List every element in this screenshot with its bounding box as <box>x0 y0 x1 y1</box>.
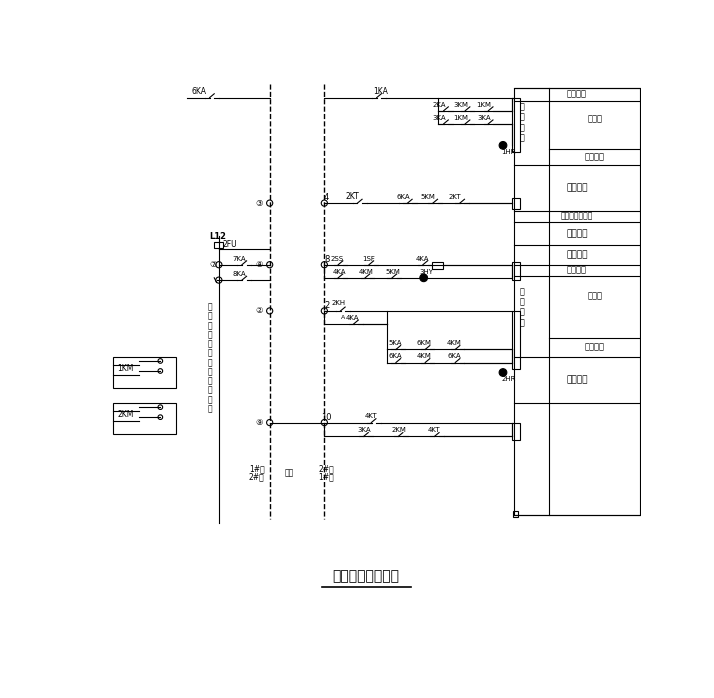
Bar <box>432 262 443 269</box>
Bar <box>512 422 520 440</box>
Text: ②: ② <box>255 306 263 315</box>
Text: 3KM: 3KM <box>453 101 468 107</box>
Text: 2SS: 2SS <box>331 255 344 262</box>
Text: 运行指示: 运行指示 <box>585 343 605 352</box>
Text: ⑧: ⑧ <box>255 260 263 269</box>
Text: 手动控制: 手动控制 <box>566 230 588 239</box>
Text: 4KA: 4KA <box>346 315 360 321</box>
Text: 3HY: 3HY <box>419 269 433 274</box>
Circle shape <box>499 369 507 376</box>
Circle shape <box>420 274 428 282</box>
Text: 2KA: 2KA <box>432 101 446 107</box>
Text: 4KM: 4KM <box>358 269 373 274</box>
Text: 令: 令 <box>208 367 213 376</box>
Text: 关: 关 <box>208 386 213 395</box>
Text: 1KM: 1KM <box>476 101 491 107</box>
Text: 5KM: 5KM <box>421 194 436 200</box>
Text: 3KA: 3KA <box>432 114 446 121</box>
Text: 2#用: 2#用 <box>318 464 333 473</box>
Text: 全
压
运
行: 全 压 运 行 <box>520 102 525 142</box>
Text: 10: 10 <box>321 413 332 422</box>
Text: 3KA: 3KA <box>358 427 371 433</box>
Bar <box>214 242 223 248</box>
Text: L12: L12 <box>210 232 226 241</box>
Text: A: A <box>341 315 345 320</box>
Text: 自动控制: 自动控制 <box>567 89 587 98</box>
Text: 面: 面 <box>208 321 213 330</box>
Text: 线: 线 <box>208 349 213 358</box>
Text: 2KT: 2KT <box>346 193 360 202</box>
Text: 稳压泵二次原理图: 稳压泵二次原理图 <box>333 570 399 584</box>
Bar <box>513 511 518 517</box>
Text: 接触器: 接触器 <box>587 114 602 123</box>
Text: 4KT: 4KT <box>428 427 440 433</box>
Text: 4: 4 <box>324 193 329 202</box>
Text: 4KA: 4KA <box>332 269 346 274</box>
Text: 板: 板 <box>208 330 213 339</box>
Text: 6KM: 6KM <box>417 340 432 346</box>
Bar <box>113 403 176 434</box>
Bar <box>514 88 640 515</box>
Text: 接触器: 接触器 <box>587 291 602 300</box>
Text: 4KM: 4KM <box>447 340 462 346</box>
Text: 故障指示: 故障指示 <box>566 250 588 259</box>
Text: 4KT: 4KT <box>364 413 377 419</box>
Bar <box>512 98 520 151</box>
Bar <box>113 357 176 388</box>
Text: 8: 8 <box>324 255 329 264</box>
Text: 备用自投: 备用自投 <box>566 183 588 192</box>
Text: 1KM: 1KM <box>453 114 468 121</box>
Bar <box>512 262 520 280</box>
Text: 制: 制 <box>208 312 213 321</box>
Text: 控: 控 <box>208 302 213 311</box>
Text: 别: 别 <box>208 404 213 413</box>
Text: 7KA: 7KA <box>233 255 246 262</box>
Text: 1HR: 1HR <box>501 149 516 154</box>
Text: 手动: 手动 <box>285 468 294 477</box>
Text: 自动控制: 自动控制 <box>567 266 587 274</box>
Text: 2#备: 2#备 <box>248 472 264 481</box>
Text: 6KA: 6KA <box>191 87 206 96</box>
Text: 2FU: 2FU <box>222 240 237 249</box>
Text: 运行指示: 运行指示 <box>585 152 605 161</box>
Text: 2KM: 2KM <box>118 410 134 419</box>
Text: 接: 接 <box>208 339 213 348</box>
Text: 备用自投: 备用自投 <box>566 376 588 385</box>
Bar <box>512 198 520 209</box>
Text: 6KA: 6KA <box>396 194 410 200</box>
Circle shape <box>499 142 507 149</box>
Text: ③: ③ <box>255 199 263 207</box>
Text: 4KA: 4KA <box>416 255 429 262</box>
Text: 1#用: 1#用 <box>248 464 264 473</box>
Text: 5KA: 5KA <box>388 340 402 346</box>
Text: 4KM: 4KM <box>417 353 432 359</box>
Text: 3KA: 3KA <box>477 114 491 121</box>
Text: 2HR: 2HR <box>501 376 516 382</box>
Text: 2KH: 2KH <box>332 300 346 306</box>
Text: 1KM: 1KM <box>118 364 134 373</box>
Text: 1#备: 1#备 <box>318 472 333 481</box>
Text: ⑦: ⑦ <box>209 260 216 269</box>
Text: 2KM: 2KM <box>391 427 406 433</box>
Text: 6KA: 6KA <box>388 353 402 359</box>
Text: 2: 2 <box>324 301 329 310</box>
Text: 5KM: 5KM <box>386 269 401 274</box>
Text: ⑨: ⑨ <box>255 418 263 427</box>
Text: 1KA: 1KA <box>373 87 388 96</box>
Text: 开: 开 <box>208 376 213 385</box>
Text: 1SF: 1SF <box>362 255 375 262</box>
Text: 接: 接 <box>208 358 213 367</box>
Bar <box>512 311 520 369</box>
Text: 全
压
运
行: 全 压 运 行 <box>520 287 525 327</box>
Text: 2KT: 2KT <box>449 194 461 200</box>
Text: 8KA: 8KA <box>233 271 246 277</box>
Text: 6KA: 6KA <box>448 353 461 359</box>
Text: 组: 组 <box>208 395 213 404</box>
Text: 控制电源及保护: 控制电源及保护 <box>560 211 593 221</box>
